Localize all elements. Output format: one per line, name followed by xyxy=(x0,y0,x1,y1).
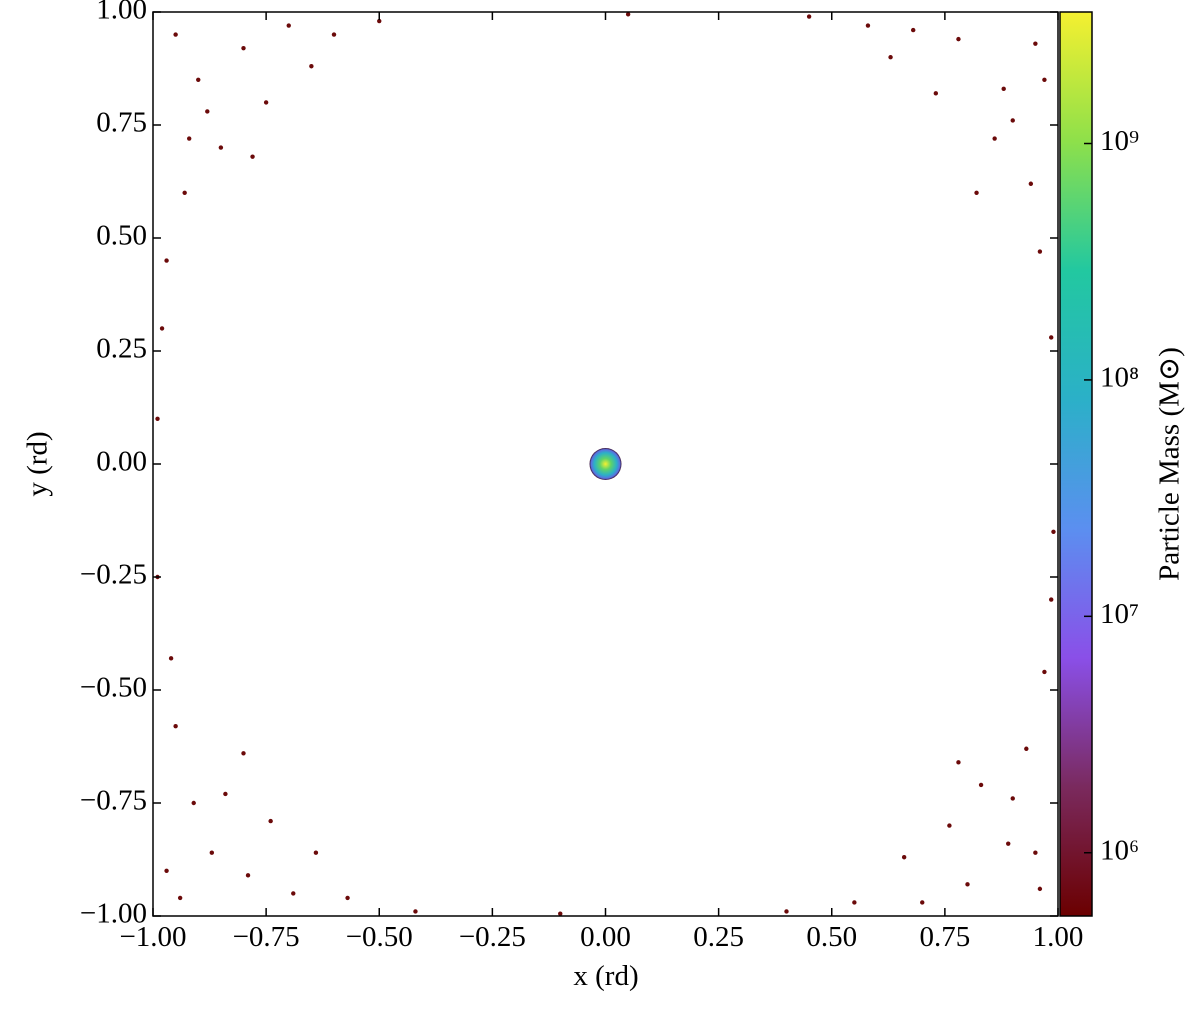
particle xyxy=(992,136,997,141)
y-tick-label: −1.00 xyxy=(80,898,147,930)
y-tick-label: 0.50 xyxy=(96,220,147,252)
x-tick-label: 0.75 xyxy=(920,921,971,953)
particle xyxy=(1049,335,1054,340)
particle xyxy=(164,258,169,263)
particle xyxy=(168,656,174,661)
particle xyxy=(1001,86,1006,92)
particle xyxy=(291,891,296,896)
colorbar xyxy=(1059,11,1093,917)
particle xyxy=(263,100,269,105)
particle xyxy=(173,32,178,37)
particle xyxy=(1051,529,1056,534)
colorbar-tick-label: 10⁶ xyxy=(1100,834,1139,866)
particle xyxy=(911,27,916,33)
particle xyxy=(933,91,939,96)
particle xyxy=(1037,886,1043,892)
particle xyxy=(1049,597,1054,602)
particle xyxy=(173,723,178,729)
y-tick-label: 0.75 xyxy=(96,107,147,139)
colorbar-tick-label: 10⁹ xyxy=(1100,125,1139,157)
x-axis-label: x (rd) xyxy=(573,960,638,992)
x-tick-label: 1.00 xyxy=(1033,921,1084,953)
particle xyxy=(956,36,961,42)
particle xyxy=(1037,249,1043,254)
particle xyxy=(209,850,215,855)
particle xyxy=(1024,746,1029,751)
particle xyxy=(806,14,812,19)
x-tick-label: −0.25 xyxy=(459,921,526,953)
particle xyxy=(625,12,631,17)
colorbar-tick-label: 10⁸ xyxy=(1100,362,1139,394)
particle xyxy=(1042,77,1047,83)
particle xyxy=(784,909,789,914)
particle xyxy=(974,190,979,195)
particle xyxy=(1042,669,1047,675)
particle xyxy=(920,900,925,905)
particle xyxy=(218,145,224,150)
y-tick-label: −0.25 xyxy=(80,559,147,591)
particle xyxy=(286,23,291,28)
particle xyxy=(309,64,314,69)
particle xyxy=(187,136,192,141)
y-tick-label: 0.25 xyxy=(96,333,147,365)
particle xyxy=(1033,41,1038,46)
particle xyxy=(888,55,893,60)
particle xyxy=(965,882,970,887)
particle xyxy=(191,800,196,806)
particle xyxy=(241,751,246,756)
particle xyxy=(1010,796,1015,801)
center-particles xyxy=(589,448,622,480)
particle xyxy=(956,760,961,765)
x-tick-label: −0.50 xyxy=(346,921,413,953)
y-axis-label: y (rd) xyxy=(22,431,54,496)
colorbar-tick-label: 10⁷ xyxy=(1100,598,1139,630)
particle xyxy=(852,900,857,905)
particle xyxy=(1010,118,1015,123)
x-tick-label: 0.50 xyxy=(806,921,857,953)
y-tick-label: 1.00 xyxy=(96,0,147,26)
y-tick-label: −0.50 xyxy=(80,672,147,704)
particle xyxy=(223,791,228,797)
x-tick-label: −1.00 xyxy=(119,921,186,953)
y-tick-label: 0.00 xyxy=(96,446,147,478)
particle xyxy=(1033,850,1038,855)
particle xyxy=(268,818,273,824)
particle xyxy=(182,190,187,195)
x-tick-label: 0.00 xyxy=(580,921,631,953)
particle xyxy=(196,77,201,83)
particle xyxy=(1028,181,1034,186)
particle xyxy=(159,326,165,331)
particle xyxy=(155,416,160,421)
particle xyxy=(313,850,319,855)
particle xyxy=(413,909,418,914)
particle xyxy=(241,45,246,51)
particle xyxy=(558,911,563,916)
particle xyxy=(901,855,907,860)
x-tick-label: 0.25 xyxy=(693,921,744,953)
particle xyxy=(245,873,251,878)
particle xyxy=(177,895,183,901)
particle xyxy=(205,109,210,114)
particle xyxy=(865,23,871,28)
particle xyxy=(1006,841,1011,846)
particle xyxy=(377,18,382,24)
particle xyxy=(947,823,952,828)
particle xyxy=(164,868,169,873)
x-tick-label: −0.75 xyxy=(233,921,300,953)
y-tick-label: −0.75 xyxy=(80,785,147,817)
particle xyxy=(978,782,984,788)
particle xyxy=(250,154,255,159)
particle xyxy=(345,895,350,901)
colorbar-label: Particle Mass (M⊙) xyxy=(1154,347,1186,581)
particle xyxy=(331,32,337,37)
